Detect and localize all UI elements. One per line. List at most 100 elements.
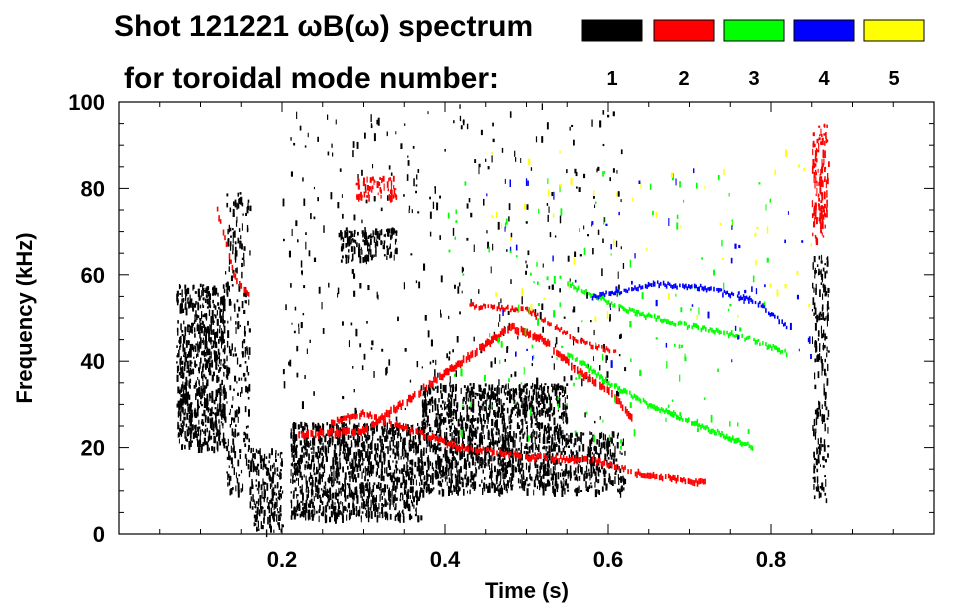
spectral-point [543, 425, 546, 431]
spectral-point [345, 454, 347, 458]
spectral-point [195, 395, 197, 401]
spectral-point [221, 379, 223, 385]
spectral-point [290, 478, 292, 484]
spectral-point [551, 355, 553, 358]
spectral-point [182, 408, 184, 414]
spectral-point [488, 459, 490, 465]
spectral-point [598, 439, 600, 447]
spectral-point [375, 414, 377, 419]
spectral-point [348, 249, 350, 252]
spectral-point [311, 486, 313, 494]
spectral-point [474, 159, 477, 163]
spectral-point [591, 377, 594, 385]
spectral-point [185, 301, 187, 310]
spectral-point [192, 284, 195, 289]
spectral-point [514, 371, 517, 377]
spectral-point [181, 298, 183, 306]
spectral-point [342, 321, 344, 326]
spectral-point [616, 442, 619, 449]
spectral-point [293, 422, 296, 428]
spectral-point [453, 435, 455, 444]
spectral-point [599, 416, 601, 420]
spectral-point [189, 422, 191, 428]
spectral-point [337, 467, 339, 470]
spectral-point [812, 477, 815, 480]
spectral-point [512, 406, 515, 411]
spectral-point [275, 497, 277, 501]
spectral-point [269, 499, 272, 504]
spectral-point [292, 439, 295, 445]
spectral-point [495, 416, 497, 419]
spectral-point [331, 423, 334, 430]
spectral-point [306, 449, 308, 456]
spectral-point [816, 407, 819, 411]
spectral-point [569, 126, 571, 131]
spectral-point [290, 428, 292, 435]
spectral-point [483, 434, 485, 440]
spectral-point [183, 354, 185, 357]
spectral-point [221, 438, 223, 443]
spectral-point [447, 485, 450, 490]
spectral-point [386, 131, 388, 137]
spectral-point [591, 456, 594, 463]
spectral-point [298, 469, 301, 473]
spectral-point [335, 119, 337, 125]
spectral-point [229, 385, 232, 391]
spectral-point [823, 388, 826, 396]
spectral-point [546, 451, 549, 459]
spectral-point [472, 482, 474, 490]
spectral-point [507, 390, 510, 395]
spectral-point [454, 394, 457, 402]
spectral-point [521, 388, 523, 394]
spectral-point [441, 400, 444, 404]
spectral-point [368, 482, 371, 486]
spectral-point [238, 197, 241, 204]
spectral-point [315, 431, 317, 439]
spectral-point [179, 358, 182, 364]
spectral-point [226, 202, 229, 208]
spectral-point [384, 511, 387, 517]
spectral-point [478, 451, 481, 456]
spectral-point [312, 454, 315, 463]
spectral-point [590, 437, 593, 445]
spectral-point [499, 490, 501, 497]
spectral-point [387, 459, 390, 468]
spectral-point [257, 498, 260, 506]
spectral-point [310, 465, 312, 470]
spectral-point [303, 452, 305, 458]
spectral-point [457, 490, 459, 496]
spectral-point [301, 430, 303, 438]
spectral-point [542, 466, 545, 471]
spectral-point [820, 313, 823, 317]
spectral-point [512, 393, 514, 401]
spectral-point [396, 405, 398, 413]
spectral-point [253, 500, 255, 505]
spectral-point [526, 477, 528, 482]
spectral-point [176, 293, 179, 302]
spectral-point [194, 425, 196, 429]
spectral-point [588, 459, 591, 465]
spectral-point [550, 459, 553, 464]
spectral-point [357, 174, 359, 181]
spectral-point [416, 361, 419, 368]
spectral-point [358, 458, 361, 465]
spectral-point [394, 422, 397, 428]
spectral-point [623, 478, 625, 484]
spectral-point [209, 324, 211, 331]
spectral-point [279, 507, 281, 514]
spectral-point [280, 496, 282, 499]
spectral-point [383, 489, 386, 493]
spectral-point [345, 256, 348, 264]
spectral-point [524, 415, 526, 422]
spectral-point [362, 426, 364, 433]
spectral-point [360, 247, 362, 250]
spectral-point [232, 244, 234, 251]
spectral-point [504, 462, 506, 466]
spectral-point [227, 438, 229, 447]
spectral-point [241, 377, 243, 381]
spectral-point [425, 403, 428, 411]
spectral-point [461, 359, 463, 367]
spectral-point [485, 340, 487, 348]
spectral-point [248, 299, 250, 306]
spectral-point [181, 360, 184, 365]
